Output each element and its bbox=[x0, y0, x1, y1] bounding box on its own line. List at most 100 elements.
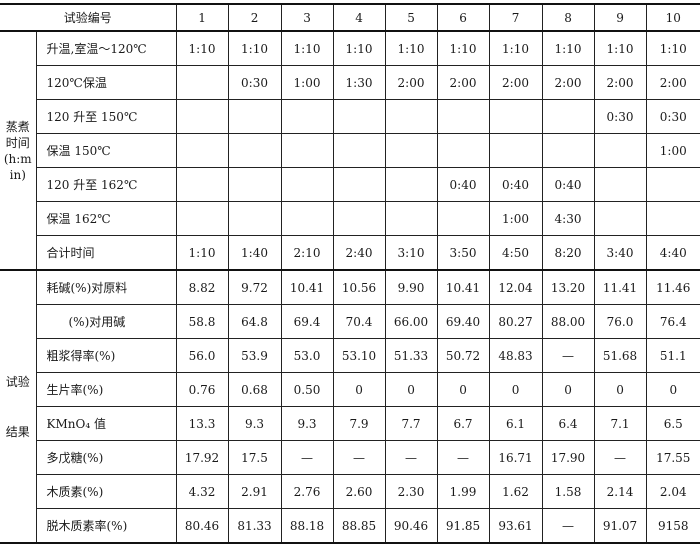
table-cell: 1:10 bbox=[227, 30, 282, 66]
row-label: 120 升至 162℃ bbox=[36, 167, 177, 202]
table-cell: 1:10 bbox=[436, 30, 490, 66]
table-cell: 1.62 bbox=[488, 474, 543, 509]
table-cell: 91.85 bbox=[436, 508, 490, 544]
trial-number-header: 9 bbox=[593, 3, 647, 32]
table-cell: 1:10 bbox=[541, 30, 595, 66]
table-cell: 1:00 bbox=[488, 201, 543, 236]
table-cell: 50.72 bbox=[436, 338, 490, 373]
table-cell: 1:10 bbox=[175, 30, 229, 66]
table-cell: 0:40 bbox=[541, 167, 595, 202]
table-cell: 7.1 bbox=[593, 406, 647, 441]
table-cell: 6.1 bbox=[488, 406, 543, 441]
table-cell: 1:10 bbox=[593, 30, 647, 66]
table-cell bbox=[280, 133, 334, 168]
table-cell: 1:10 bbox=[280, 30, 334, 66]
table-cell: 8:20 bbox=[541, 235, 595, 271]
table-cell: 4:50 bbox=[488, 235, 543, 271]
table-cell: 0:40 bbox=[488, 167, 543, 202]
table-cell bbox=[332, 133, 386, 168]
table-cell: 53.0 bbox=[280, 338, 334, 373]
table-cell: 58.8 bbox=[175, 304, 229, 339]
table-cell: — bbox=[436, 440, 490, 475]
table-cell: 4.32 bbox=[175, 474, 229, 509]
row-label: 脱木质素率(%) bbox=[36, 508, 177, 544]
table-cell bbox=[384, 167, 438, 202]
table-cell: 6.4 bbox=[541, 406, 595, 441]
table-cell: 6.7 bbox=[436, 406, 490, 441]
table-row: 合计时间 1:10 1:40 2:10 2:40 3:10 3:50 4:50 8:20 3:40… bbox=[0, 235, 700, 271]
table-cell bbox=[488, 99, 543, 134]
table-cell: 70.4 bbox=[332, 304, 386, 339]
row-label: 升温,室温～120℃ bbox=[35, 30, 177, 66]
row-label: 多戊糖(%) bbox=[36, 440, 177, 475]
table-cell: 88.00 bbox=[541, 304, 595, 339]
table-cell bbox=[645, 201, 700, 236]
table-cell: 81.33 bbox=[227, 508, 282, 544]
table-cell: 1:10 bbox=[384, 30, 438, 66]
table-cell: 88.18 bbox=[280, 508, 334, 544]
table-cell bbox=[645, 167, 700, 202]
section-group-label: 试验结果 bbox=[0, 269, 37, 544]
table-cell: 1:10 bbox=[488, 30, 543, 66]
row-label: 木质素(%) bbox=[36, 474, 177, 509]
table-cell: 0 bbox=[541, 372, 595, 407]
table-cell: 1:00 bbox=[280, 65, 334, 100]
table-cell: — bbox=[541, 338, 595, 373]
table-cell: 93.61 bbox=[488, 508, 543, 544]
table-cell: 1:00 bbox=[645, 133, 700, 168]
table-cell: 16.71 bbox=[488, 440, 543, 475]
table-cell: 2.76 bbox=[280, 474, 334, 509]
table-cell: 17.90 bbox=[541, 440, 595, 475]
table-cell: 9158 bbox=[645, 508, 700, 544]
table-cell: 1:30 bbox=[332, 65, 386, 100]
row-label: 耗碱(%)对原料 bbox=[35, 269, 177, 305]
table-cell: 13.20 bbox=[541, 269, 595, 305]
table-cell: 13.3 bbox=[175, 406, 229, 441]
table-cell: 0 bbox=[645, 372, 700, 407]
table-cell: 0:40 bbox=[436, 167, 490, 202]
table-cell: 1.58 bbox=[541, 474, 595, 509]
row-label: 粗浆得率(%) bbox=[36, 338, 177, 373]
table-cell bbox=[488, 133, 543, 168]
table-cell: 56.0 bbox=[175, 338, 229, 373]
table-row: 120 升至 162℃ 0:40 0:40 0:40 bbox=[0, 167, 700, 202]
table-cell: 2.91 bbox=[227, 474, 282, 509]
table-cell: 10.56 bbox=[332, 269, 386, 305]
table-cell bbox=[280, 201, 334, 236]
table-cell bbox=[541, 133, 595, 168]
table-cell: 0.76 bbox=[175, 372, 229, 407]
table-cell bbox=[332, 167, 386, 202]
table-cell: 12.04 bbox=[488, 269, 543, 305]
trial-number-header: 1 bbox=[175, 3, 229, 32]
table-cell: 2.30 bbox=[384, 474, 438, 509]
table-cell: — bbox=[541, 508, 595, 544]
table-cell: — bbox=[384, 440, 438, 475]
data-table: 试验编号 1 2 3 4 5 6 7 8 9 10 蒸煮时间 (h:min) 升温,室温～120℃ 1… bbox=[0, 3, 700, 544]
table-cell: 0 bbox=[384, 372, 438, 407]
table-row: KMnO₄ 值 13.3 9.3 9.3 7.9 7.7 6.7 6.1 6.4 7.1 6.5 bbox=[0, 406, 700, 441]
table-cell: 9.90 bbox=[384, 269, 438, 305]
table-row: 120℃保温 0:30 1:00 1:30 2:00 2:00 2:00 2:00 2:00 2:… bbox=[0, 65, 700, 100]
table-row: 120 升至 150℃ 0:30 0:30 bbox=[0, 99, 700, 134]
header-title: 试验编号 bbox=[0, 3, 177, 32]
table-cell bbox=[227, 167, 282, 202]
table-cell: 9.3 bbox=[227, 406, 282, 441]
table-cell: 10.41 bbox=[280, 269, 334, 305]
table-cell: 2:00 bbox=[645, 65, 700, 100]
table-row: 试验结果 耗碱(%)对原料 8.82 9.72 10.41 10.56 9.90 10.41 1… bbox=[0, 269, 700, 544]
table-cell: 2:00 bbox=[384, 65, 438, 100]
table-cell: 88.85 bbox=[332, 508, 386, 544]
table-cell: 51.1 bbox=[645, 338, 700, 373]
section-group-label: 蒸煮时间 (h:min) bbox=[0, 30, 37, 271]
table-cell: 0.68 bbox=[227, 372, 282, 407]
row-label: 合计时间 bbox=[36, 235, 177, 271]
trial-number-header: 10 bbox=[645, 3, 700, 32]
table-cell: 8.82 bbox=[175, 269, 229, 305]
table-cell bbox=[541, 99, 595, 134]
table-cell: 0.50 bbox=[280, 372, 334, 407]
table-cell: 2:00 bbox=[436, 65, 490, 100]
table-cell bbox=[280, 167, 334, 202]
table-row: 保温 150℃ 1:00 bbox=[0, 133, 700, 168]
table-row: (%)对用碱 58.8 64.8 69.4 70.4 66.00 69.40 80.27 88.… bbox=[0, 304, 700, 339]
table-cell bbox=[593, 167, 647, 202]
